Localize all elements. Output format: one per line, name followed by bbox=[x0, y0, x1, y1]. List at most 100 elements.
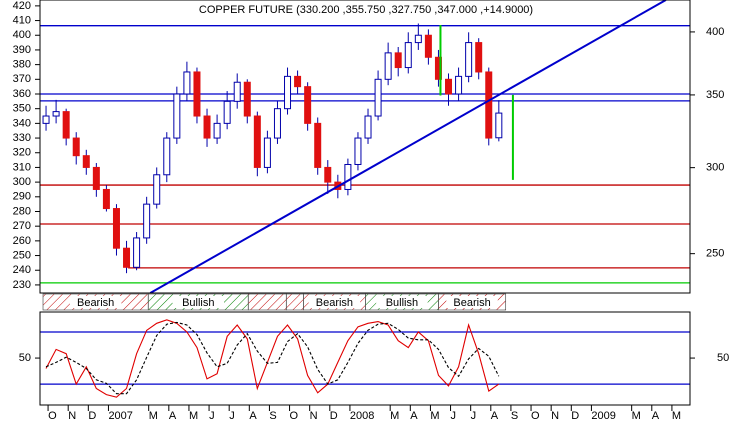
candle-body bbox=[324, 166, 332, 183]
candle-body bbox=[314, 122, 322, 168]
candle-body bbox=[344, 163, 352, 190]
candle-body bbox=[273, 108, 281, 139]
y-tick-label: 310 bbox=[13, 161, 31, 173]
trend-band bbox=[247, 293, 287, 311]
candle-body bbox=[465, 42, 473, 77]
band-label-bg bbox=[376, 296, 428, 308]
x-tick-label: A bbox=[652, 410, 660, 422]
candle-body bbox=[183, 71, 191, 95]
candle-body bbox=[495, 112, 503, 139]
candle-body bbox=[193, 71, 201, 117]
y2-tick-label: 250 bbox=[706, 248, 724, 260]
y-tick-label: 290 bbox=[13, 191, 31, 203]
candle-body bbox=[394, 52, 402, 69]
stochastic-line bbox=[45, 321, 500, 395]
band-label: Bullish bbox=[182, 297, 214, 309]
band-label-bg bbox=[69, 296, 122, 308]
candle-body bbox=[143, 203, 151, 239]
candle-body bbox=[294, 75, 302, 88]
y-tick-label: 260 bbox=[13, 235, 31, 247]
y-tick-label: 270 bbox=[13, 220, 31, 232]
x-tick-label: D bbox=[330, 410, 338, 422]
y-tick-label: 400 bbox=[13, 29, 31, 41]
stochastic-line bbox=[45, 319, 500, 398]
x-tick-label: J bbox=[229, 410, 235, 422]
chart-title: COPPER FUTURE (330.200 ,355.750 ,327.750… bbox=[199, 4, 533, 16]
x-tick-label: 2008 bbox=[350, 410, 374, 422]
band-label-bg bbox=[172, 296, 225, 308]
candle-body bbox=[123, 247, 131, 268]
x-tick-label: J bbox=[471, 410, 477, 422]
x-tick-label: O bbox=[48, 410, 57, 422]
candle-body bbox=[42, 115, 50, 124]
candle-body bbox=[364, 115, 372, 139]
x-tick-label: M bbox=[672, 410, 681, 422]
x-tick-label: J bbox=[451, 410, 457, 422]
candle-body bbox=[203, 115, 211, 139]
candle-body bbox=[133, 237, 141, 268]
candle-body bbox=[374, 78, 382, 117]
y-tick-label: 360 bbox=[13, 88, 31, 100]
candle-body bbox=[163, 137, 171, 176]
candle-body bbox=[284, 75, 292, 110]
y2-tick-label: 300 bbox=[706, 162, 724, 174]
x-tick-label: 2007 bbox=[108, 410, 132, 422]
x-tick-label: 2009 bbox=[591, 410, 615, 422]
x-tick-label: M bbox=[149, 410, 158, 422]
x-tick-label: A bbox=[491, 410, 499, 422]
band-label: Bearish bbox=[453, 297, 490, 309]
candle-body bbox=[455, 75, 463, 95]
candle-body bbox=[153, 174, 161, 205]
candle-body bbox=[102, 188, 110, 210]
candle-body bbox=[213, 122, 221, 139]
x-tick-label: O bbox=[290, 410, 299, 422]
candle-body bbox=[243, 81, 251, 117]
y-tick-label: 50 bbox=[19, 352, 31, 364]
y-tick-label: 240 bbox=[13, 264, 31, 276]
y-tick-label: 390 bbox=[13, 44, 31, 56]
x-tick-label: M bbox=[390, 410, 399, 422]
plot bbox=[40, 0, 690, 293]
y-tick-label: 320 bbox=[13, 147, 31, 159]
candle-body bbox=[475, 42, 483, 73]
band-label-bg bbox=[446, 296, 498, 308]
trend-line bbox=[149, 0, 667, 293]
candle-body bbox=[223, 100, 231, 124]
band-label: Bearish bbox=[316, 297, 353, 309]
candle-body bbox=[384, 52, 392, 80]
candle-body bbox=[485, 71, 493, 139]
x-tick-label: N bbox=[68, 410, 76, 422]
y-tick-label: 280 bbox=[13, 205, 31, 217]
x-tick-label: A bbox=[249, 410, 257, 422]
candle-body bbox=[173, 93, 181, 139]
y-tick-label: 350 bbox=[13, 103, 31, 115]
candle-body bbox=[62, 111, 70, 139]
candle-body bbox=[82, 155, 90, 168]
candle-body bbox=[354, 137, 362, 165]
x-tick-label: M bbox=[632, 410, 641, 422]
panel-frame bbox=[39, 311, 691, 406]
x-tick-label: O bbox=[531, 410, 540, 422]
y-tick-label: 300 bbox=[13, 176, 31, 188]
y2-tick-label: 50 bbox=[717, 352, 729, 364]
candle-body bbox=[92, 166, 100, 190]
y-tick-label: 410 bbox=[13, 14, 31, 26]
x-tick-label: M bbox=[430, 410, 439, 422]
trend-band bbox=[285, 293, 304, 311]
y-tick-label: 250 bbox=[13, 249, 31, 261]
band-label: Bearish bbox=[77, 297, 114, 309]
y-tick-label: 340 bbox=[13, 117, 31, 129]
panel-frame bbox=[39, 0, 691, 294]
candle-body bbox=[112, 208, 120, 249]
candle-body bbox=[445, 78, 453, 95]
candle-body bbox=[263, 137, 271, 168]
y-tick-label: 370 bbox=[13, 73, 31, 85]
y-tick-label: 380 bbox=[13, 59, 31, 71]
y-tick-label: 230 bbox=[13, 279, 31, 291]
x-tick-label: A bbox=[410, 410, 418, 422]
x-tick-label: D bbox=[571, 410, 579, 422]
candle-body bbox=[414, 34, 422, 44]
candle-body bbox=[253, 115, 261, 168]
